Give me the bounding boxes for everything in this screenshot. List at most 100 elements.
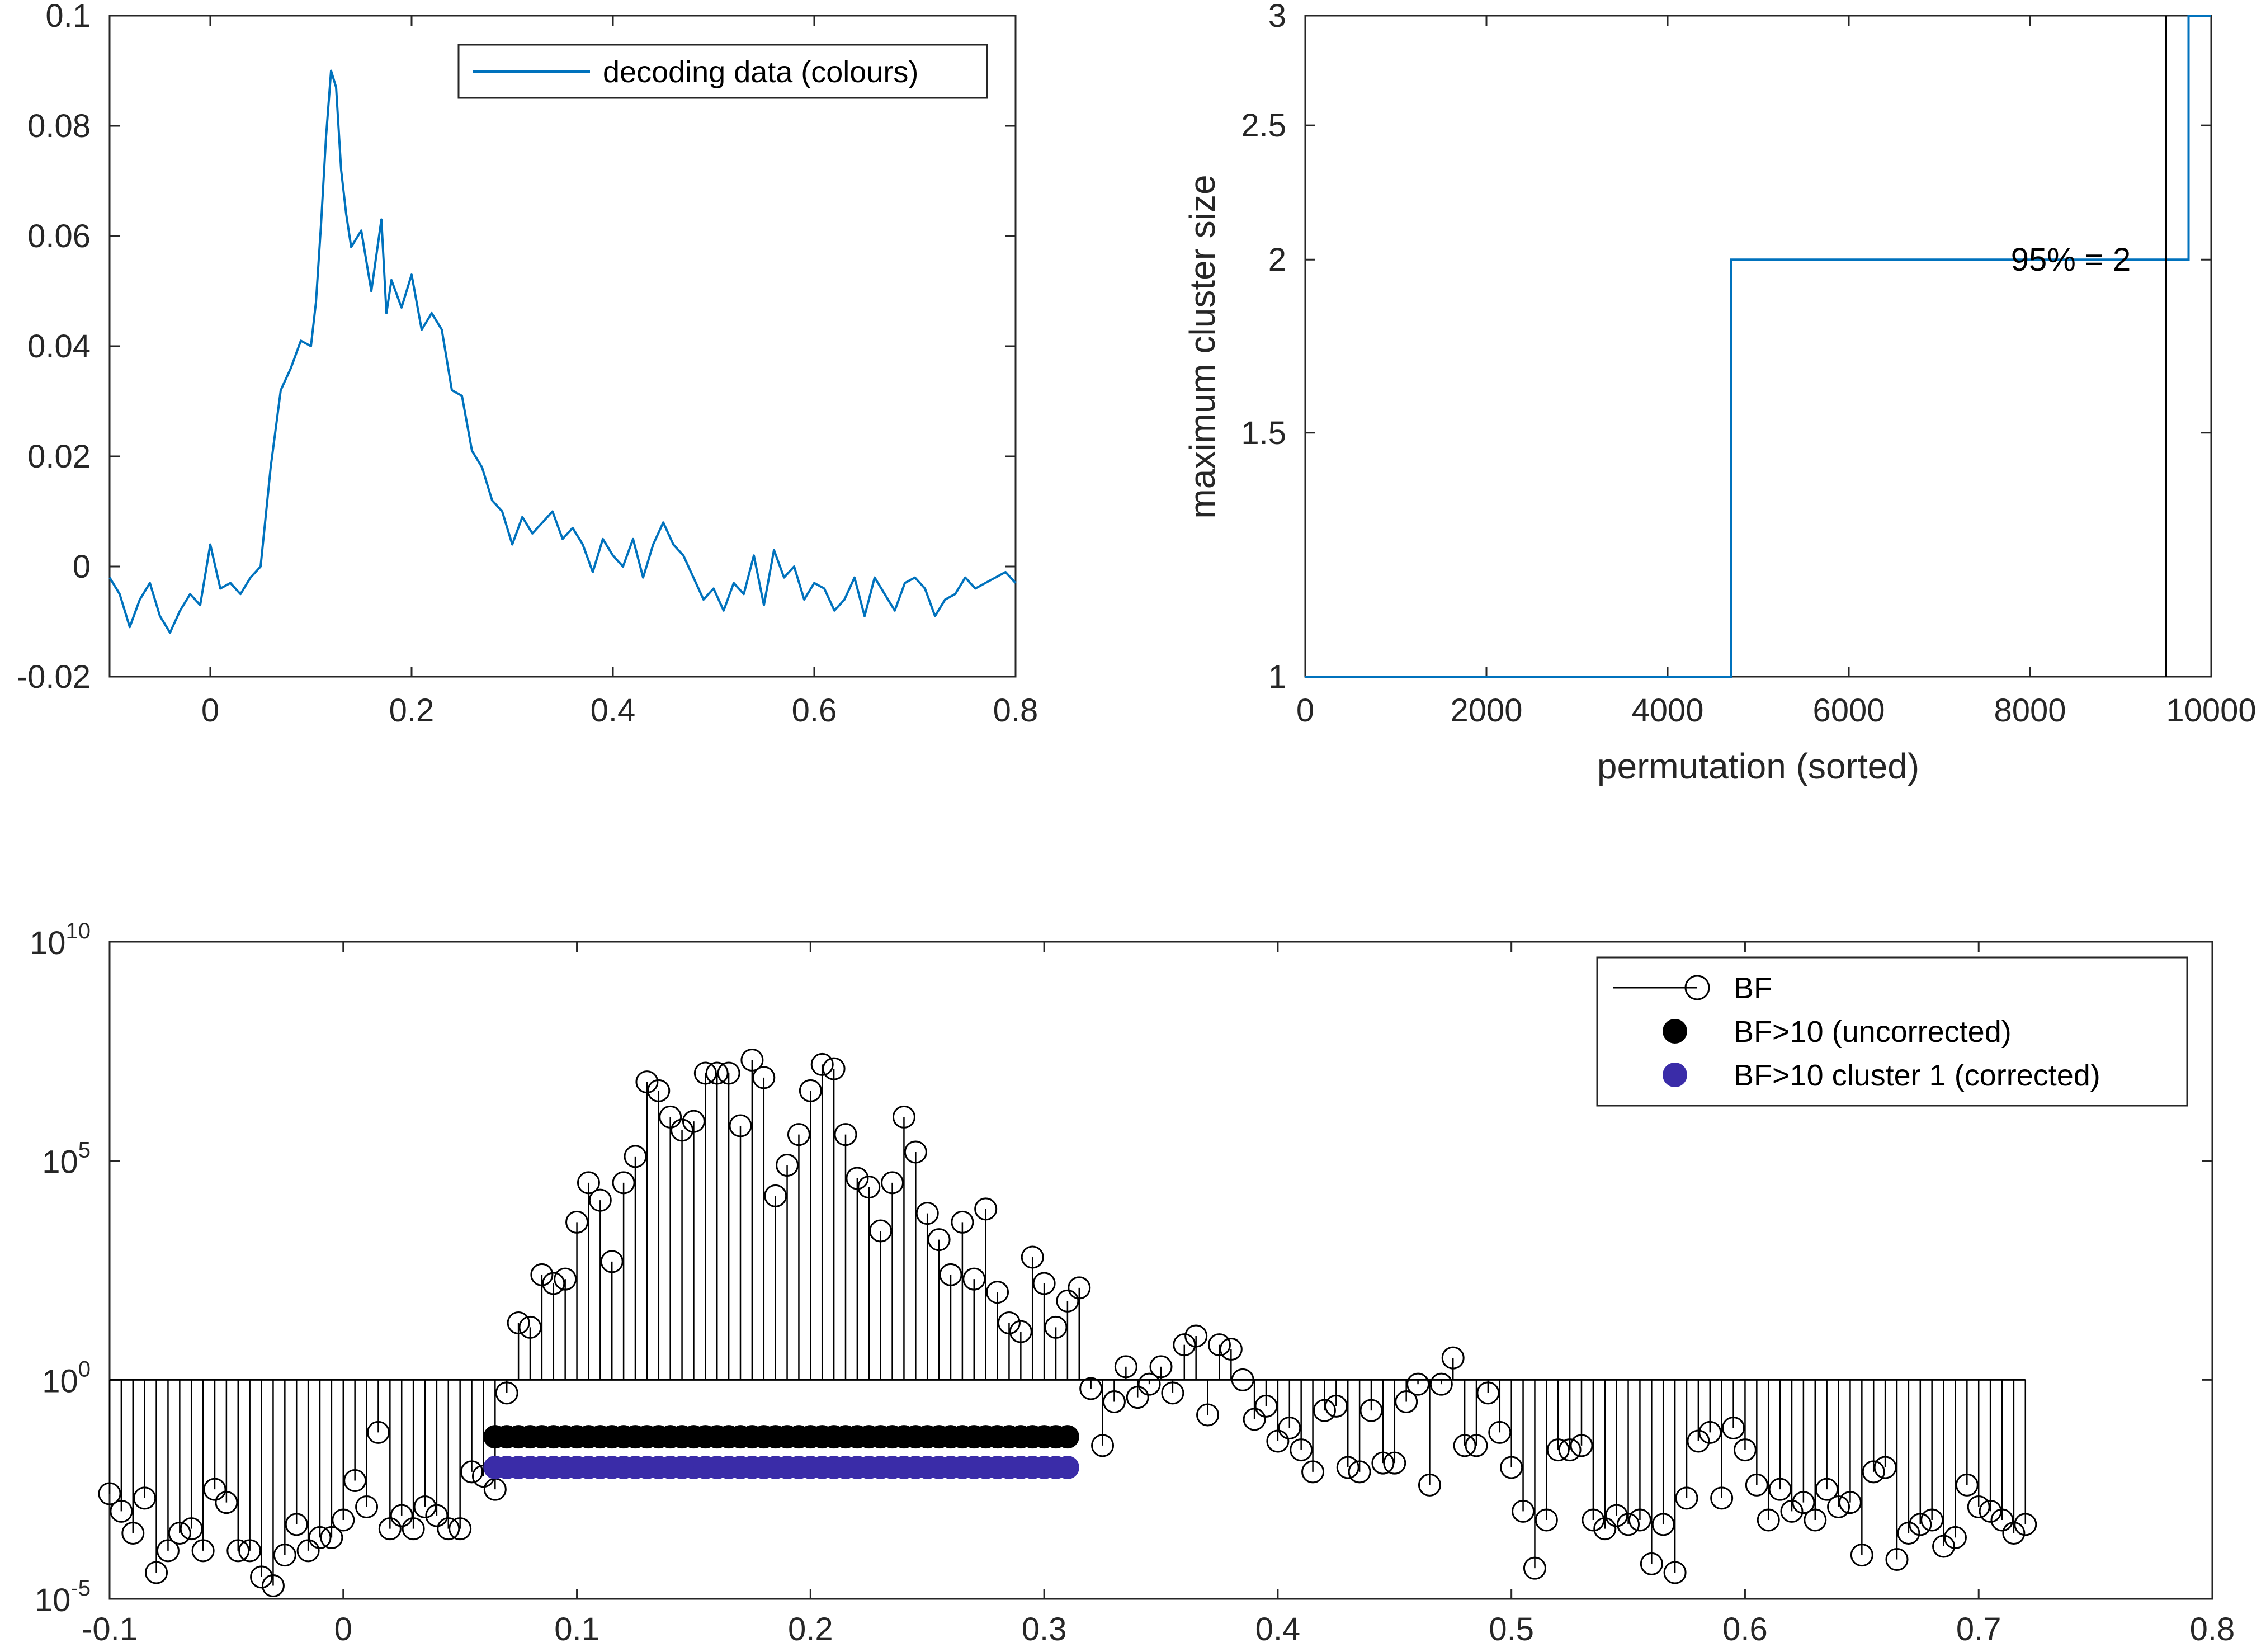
bf-point bbox=[1219, 1338, 1243, 1361]
bf-point bbox=[191, 1539, 215, 1563]
bf-point bbox=[1687, 1429, 1710, 1453]
bf-point bbox=[449, 1517, 472, 1541]
cluster-xtick-label: 10000 bbox=[2166, 692, 2256, 729]
bf-point bbox=[962, 1267, 986, 1291]
bf-point bbox=[682, 1110, 705, 1133]
bf-point bbox=[1920, 1508, 1944, 1532]
cluster-ytick-label: 2 bbox=[1268, 242, 1286, 278]
bf-legend-label-cluster: BF>10 cluster 1 (corrected) bbox=[1734, 1059, 2100, 1092]
bf-point bbox=[939, 1263, 962, 1286]
decoding-ytick-label: 0 bbox=[73, 549, 91, 585]
decoding-ytick-label: 0.06 bbox=[27, 218, 91, 254]
cluster-ytick-label: 3 bbox=[1268, 0, 1286, 34]
bf-point bbox=[530, 1263, 554, 1286]
bf-point bbox=[1406, 1372, 1430, 1396]
bf-point bbox=[1207, 1333, 1231, 1357]
bf-point bbox=[518, 1315, 542, 1339]
bf-stems bbox=[98, 1049, 2037, 1597]
bf-point bbox=[1126, 1386, 1149, 1409]
uncorrected-marker bbox=[1055, 1425, 1079, 1449]
bf-point bbox=[1733, 1438, 1757, 1462]
cluster-axes-box bbox=[1304, 15, 2212, 678]
bf-point bbox=[1290, 1438, 1313, 1462]
bf-point bbox=[904, 1140, 927, 1164]
bf-point bbox=[624, 1145, 647, 1168]
bf-point bbox=[1827, 1495, 1850, 1518]
bf-point bbox=[787, 1123, 810, 1146]
decoding-xtick-label: 0.2 bbox=[389, 692, 435, 729]
bf-point bbox=[1465, 1434, 1488, 1457]
cluster-xtick-label: 0 bbox=[1296, 692, 1314, 729]
decoding-ytick-label: 0.08 bbox=[27, 108, 91, 144]
bf-point bbox=[1359, 1399, 1383, 1422]
bf-point bbox=[1967, 1495, 1990, 1518]
bf-point bbox=[1173, 1333, 1196, 1357]
bf-point bbox=[635, 1070, 659, 1094]
bf-point bbox=[881, 1171, 904, 1195]
bf-point bbox=[1955, 1473, 1979, 1497]
bf-point bbox=[705, 1061, 729, 1085]
cluster-step-line bbox=[1305, 15, 2211, 678]
bf-point bbox=[951, 1210, 974, 1234]
cluster-ylabel: maximum cluster size bbox=[1182, 174, 1222, 518]
bf-point bbox=[425, 1504, 449, 1527]
decoding-ytick-label: 0.1 bbox=[45, 0, 91, 34]
bf-point bbox=[1324, 1394, 1348, 1418]
bf-point bbox=[1838, 1491, 1862, 1514]
bf-point bbox=[1313, 1399, 1336, 1422]
bf-point bbox=[495, 1381, 518, 1405]
bf-point bbox=[261, 1574, 285, 1597]
bf-point bbox=[296, 1539, 320, 1563]
cluster-ytick-label: 1.5 bbox=[1241, 415, 1286, 451]
bf-point bbox=[1429, 1372, 1453, 1396]
bf-xtick-label: -0.1 bbox=[82, 1611, 138, 1648]
bf-ticks: -0.1 0 0.1 0.2 0.3 0.4 0.5 0.6 0.7 0.8 10-5 100 105 1… bbox=[30, 919, 2235, 1648]
decoding-ytick-label: 0.04 bbox=[27, 328, 91, 365]
bf-legend-cluster-swatch bbox=[1663, 1063, 1687, 1087]
bf-point bbox=[1488, 1420, 1512, 1444]
bf-panel: -0.1 0 0.1 0.2 0.3 0.4 0.5 0.6 0.7 0.8 10-5 100 105 1… bbox=[30, 919, 2235, 1648]
bf-point bbox=[1909, 1513, 1932, 1536]
decoding-axes-box bbox=[108, 15, 1017, 678]
bf-point bbox=[320, 1526, 343, 1549]
bf-point bbox=[834, 1123, 857, 1146]
bf-point bbox=[1418, 1473, 1441, 1497]
bf-point bbox=[1582, 1508, 1605, 1532]
bf-xtick-label: 0.4 bbox=[1255, 1611, 1301, 1648]
bf-point bbox=[1862, 1460, 1885, 1484]
bf-point bbox=[1395, 1390, 1418, 1413]
bf-point bbox=[366, 1420, 390, 1444]
bf-point bbox=[413, 1495, 437, 1518]
decoding-xtick-label: 0.4 bbox=[591, 692, 636, 729]
bf-point bbox=[1453, 1434, 1476, 1457]
bf-point bbox=[1804, 1508, 1827, 1532]
bf-point bbox=[822, 1057, 846, 1080]
decoding-ticks: 0 0.2 0.4 0.6 0.8 -0.02 0 0.02 0.04 0.06 0.08 0.1 bbox=[17, 0, 1038, 729]
cluster-ytick-label: 1 bbox=[1268, 659, 1286, 695]
bf-point bbox=[180, 1517, 203, 1541]
bf-point bbox=[1149, 1355, 1173, 1379]
bf-xtick-label: 0.1 bbox=[554, 1611, 599, 1648]
bf-point bbox=[1091, 1434, 1115, 1457]
bf-point bbox=[729, 1114, 752, 1137]
bf-point bbox=[542, 1272, 565, 1295]
bf-point bbox=[390, 1504, 413, 1527]
bf-point bbox=[1792, 1491, 1815, 1514]
bf-point bbox=[343, 1469, 367, 1492]
bf-point bbox=[1675, 1486, 1698, 1510]
bf-point bbox=[752, 1066, 776, 1089]
bf-xtick-label: 0 bbox=[334, 1611, 352, 1648]
bf-point bbox=[1056, 1289, 1079, 1313]
bf-point bbox=[1336, 1456, 1359, 1479]
bf-point bbox=[799, 1079, 822, 1102]
decoding-series bbox=[108, 69, 1017, 634]
bf-xtick-label: 0.6 bbox=[1722, 1611, 1768, 1648]
bf-point bbox=[1990, 1508, 2014, 1532]
bf-point bbox=[133, 1486, 157, 1510]
bf-point bbox=[1102, 1390, 1126, 1413]
bf-point bbox=[507, 1311, 530, 1334]
bf-point bbox=[355, 1495, 379, 1518]
bf-point bbox=[647, 1079, 671, 1102]
bf-point bbox=[1745, 1473, 1768, 1497]
